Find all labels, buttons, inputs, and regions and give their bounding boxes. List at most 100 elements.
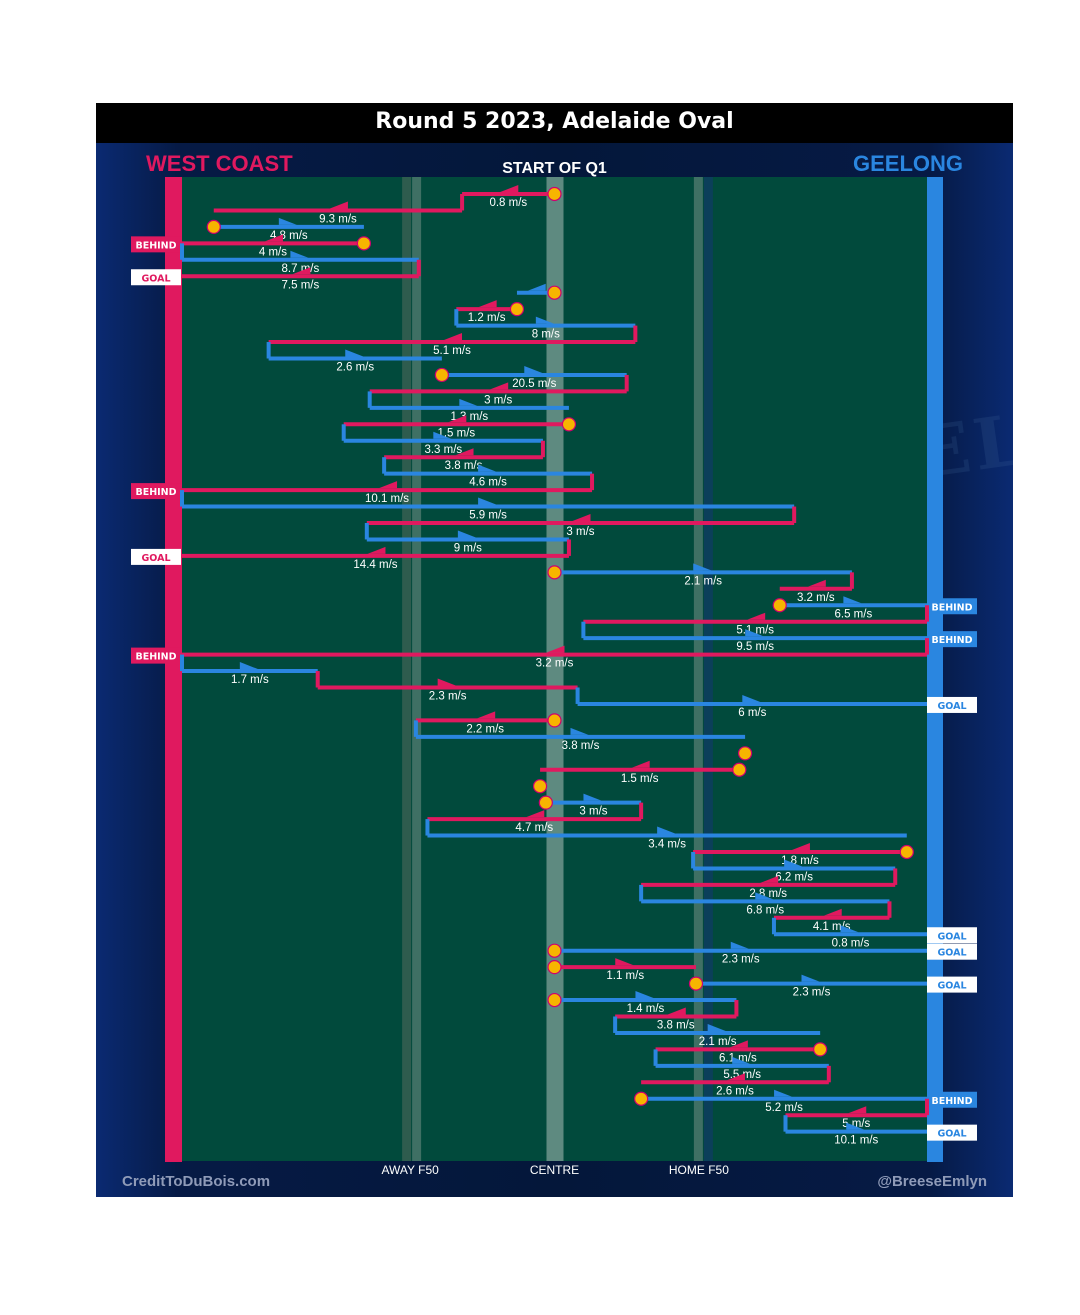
title-bar: Round 5 2023, Adelaide Oval bbox=[96, 103, 1013, 143]
speed-label: 0.8 m/s bbox=[489, 197, 527, 209]
outcome-label: BEHIND bbox=[135, 487, 176, 498]
stoppage-marker bbox=[688, 976, 704, 991]
chain-arrow bbox=[667, 1007, 686, 1015]
outcome-badge bbox=[927, 598, 977, 615]
chain-arrow bbox=[535, 316, 554, 324]
chain-arrow bbox=[437, 678, 456, 686]
x-tick-label: HOME F50 bbox=[669, 1163, 729, 1177]
speed-label: 14.4 m/s bbox=[353, 559, 397, 571]
chain-arrow bbox=[459, 398, 478, 406]
chain-arrow bbox=[843, 596, 862, 604]
chart-poster: GEEL Round 5 2023, Adelaide Oval WEST CO… bbox=[96, 103, 1013, 1197]
outcome-label: GOAL bbox=[937, 701, 966, 712]
chart-subtitle: START OF Q1 bbox=[502, 160, 607, 177]
outcome-label: GOAL bbox=[141, 273, 170, 284]
chain-arrow bbox=[784, 859, 803, 867]
outcome-badge bbox=[927, 631, 977, 648]
stoppage-marker bbox=[547, 285, 562, 300]
outcome-badge bbox=[927, 1124, 977, 1141]
outcome-label: GOAL bbox=[937, 931, 966, 942]
speed-label: 5.2 m/s bbox=[765, 1102, 803, 1114]
speed-label: 3.3 m/s bbox=[424, 444, 462, 456]
outcome-label: GOAL bbox=[937, 981, 966, 992]
speed-label: 2.1 m/s bbox=[684, 575, 722, 587]
speed-label: 5.9 m/s bbox=[469, 510, 507, 522]
chain-arrow bbox=[570, 727, 589, 735]
chain-arrow bbox=[747, 612, 766, 620]
chain-arrow bbox=[264, 234, 283, 242]
outcome-badge bbox=[927, 696, 977, 713]
speed-label: 3.2 m/s bbox=[536, 658, 574, 670]
chain-arrow bbox=[490, 382, 509, 390]
speed-label: 1.4 m/s bbox=[627, 1003, 665, 1015]
stoppage-marker bbox=[899, 844, 914, 860]
chain-arrow bbox=[572, 514, 591, 521]
chain-arrow bbox=[443, 333, 462, 341]
outcome-badge bbox=[927, 943, 977, 960]
stoppage-marker bbox=[547, 943, 562, 958]
chain-arrow bbox=[345, 349, 364, 357]
chain-arrow bbox=[379, 481, 398, 489]
speed-label: 3 m/s bbox=[579, 806, 607, 818]
speed-label: 0.8 m/s bbox=[832, 937, 870, 949]
chain-arrow bbox=[477, 711, 496, 719]
stoppage-marker bbox=[547, 186, 562, 202]
chain-arrow bbox=[583, 793, 602, 801]
speed-label: 4 m/s bbox=[259, 246, 287, 258]
outcome-badge bbox=[131, 236, 181, 253]
stoppage-marker bbox=[547, 992, 562, 1008]
chain-arrow bbox=[635, 991, 654, 999]
chain-arrow bbox=[745, 629, 764, 637]
outcome-label: BEHIND bbox=[135, 652, 176, 663]
outcome-label: BEHIND bbox=[931, 602, 972, 613]
speed-label: 1.7 m/s bbox=[231, 674, 269, 686]
chain-arrow bbox=[807, 579, 826, 587]
speed-label: 10.1 m/s bbox=[834, 1135, 878, 1147]
home-f50-line bbox=[693, 177, 703, 1161]
team-label-west-coast: WEST COAST bbox=[146, 151, 293, 176]
chain-arrow bbox=[846, 1122, 865, 1130]
credit-right: @BreeseEmlyn bbox=[877, 1173, 987, 1190]
outcome-label: GOAL bbox=[937, 948, 966, 959]
speed-label: 4.6 m/s bbox=[469, 477, 507, 489]
chain-arrow bbox=[478, 464, 497, 472]
stoppage-marker bbox=[732, 762, 747, 777]
chain-arrow bbox=[292, 267, 311, 275]
outcome-label: GOAL bbox=[141, 553, 170, 564]
outcome-badge bbox=[927, 976, 977, 993]
chain-arrow bbox=[290, 250, 309, 258]
chain-arrow bbox=[657, 826, 676, 834]
stoppage-marker bbox=[206, 219, 221, 235]
speed-label: 3.8 m/s bbox=[562, 740, 600, 752]
outcome-label: BEHIND bbox=[931, 1096, 972, 1107]
outcome-badge bbox=[131, 269, 181, 286]
chain-arrow bbox=[448, 415, 467, 423]
outcome-badge bbox=[927, 1091, 977, 1108]
stoppage-marker bbox=[813, 1042, 828, 1057]
chain-arrow bbox=[455, 448, 474, 456]
speed-label: 3.4 m/s bbox=[648, 839, 686, 851]
stoppage-marker bbox=[737, 746, 753, 761]
speed-label: 6.2 m/s bbox=[775, 871, 813, 883]
chain-arrow bbox=[791, 843, 810, 850]
speed-label: 3 m/s bbox=[484, 394, 512, 406]
chain-arrow bbox=[367, 546, 386, 554]
chain-arrow bbox=[742, 694, 761, 702]
stoppage-marker bbox=[356, 236, 372, 251]
speed-label: 1.2 m/s bbox=[468, 312, 506, 324]
chain-arrow bbox=[732, 1056, 751, 1064]
outcome-label: BEHIND bbox=[135, 240, 176, 251]
stoppage-marker bbox=[772, 598, 787, 613]
chain-arrow bbox=[801, 974, 820, 982]
speed-label: 5.1 m/s bbox=[433, 345, 471, 357]
chain-arrow bbox=[755, 892, 774, 900]
speed-label: 2.3 m/s bbox=[722, 954, 760, 966]
x-tick-label: AWAY F50 bbox=[381, 1163, 439, 1177]
stoppage-marker bbox=[538, 795, 553, 810]
x-tick-label: CENTRE bbox=[530, 1163, 579, 1177]
speed-label: 3.8 m/s bbox=[445, 460, 483, 472]
credit-left: CreditToDuBois.com bbox=[122, 1173, 271, 1190]
chain-arrow bbox=[631, 760, 650, 768]
chain-arrow bbox=[840, 925, 859, 933]
